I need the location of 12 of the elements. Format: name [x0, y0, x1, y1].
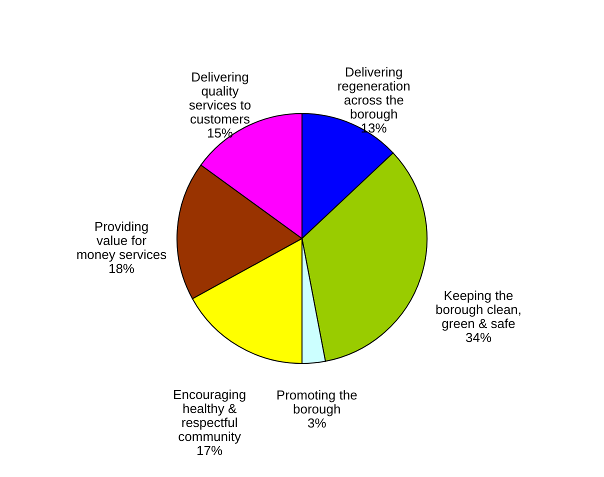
- slice-label: Delivering regeneration across the borough: [337, 64, 410, 122]
- slice-label: Promoting the borough: [276, 388, 358, 417]
- slice-label: Keeping the borough clean, green & safe: [436, 288, 522, 331]
- data-label: 18%: [108, 261, 135, 276]
- data-label: 3%: [307, 416, 327, 431]
- data-label: 15%: [206, 126, 234, 141]
- data-label: 17%: [196, 442, 223, 458]
- data-label: 13%: [360, 120, 388, 136]
- data-label: 34%: [465, 330, 492, 345]
- slice-label: Delivering quality services to customers: [188, 70, 252, 127]
- slice-label: Encouraging healthy & respectful community: [173, 386, 246, 444]
- slice-label: Providing value for money services: [76, 219, 168, 262]
